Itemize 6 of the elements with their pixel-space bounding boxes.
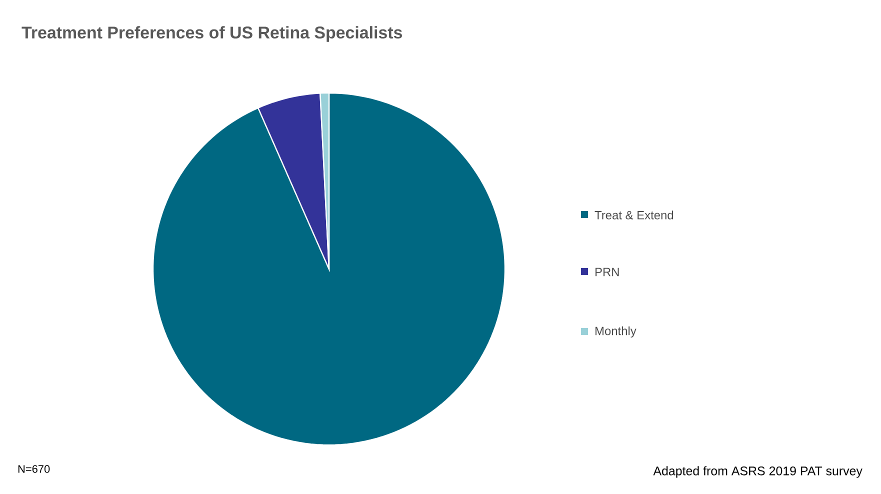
legend-label: PRN [596, 268, 619, 276]
text: Adapted from ASRS 2019 PAT survey [653, 466, 862, 478]
chart-title: Treatment Preferences of US Retina Specialists [22, 26, 402, 42]
legend-label: Monthly [596, 326, 636, 338]
legend-label: Treat & Extend [594, 210, 674, 220]
text: N=670 [18, 465, 50, 473]
